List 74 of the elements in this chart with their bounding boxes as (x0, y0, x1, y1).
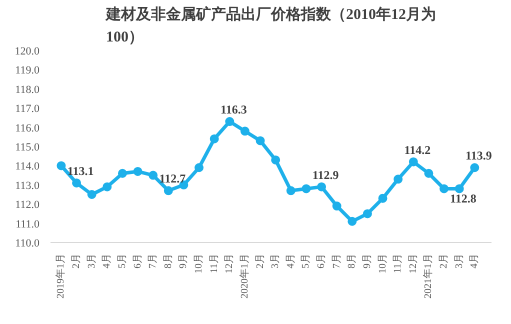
x-tick-label: 8月 (346, 254, 358, 268)
data-label: 112.7 (159, 172, 186, 186)
y-tick-label: 111.0 (16, 218, 40, 230)
point (118, 168, 127, 178)
point (302, 184, 311, 194)
chart-title: 建材及非金属矿产品出厂价格指数（2010年12月为100） (105, 5, 436, 46)
x-tick-label: 3月 (270, 254, 282, 268)
point (394, 174, 403, 184)
x-tick-label: 5月 (116, 254, 128, 268)
point (240, 126, 250, 136)
point (362, 209, 372, 218)
y-tick-label: 112.0 (15, 199, 40, 212)
point (424, 168, 434, 178)
x-tick-label: 5月 (300, 254, 312, 268)
x-tick-label: 9月 (178, 254, 190, 268)
data-label: 112.8 (450, 192, 476, 206)
data-label: 113.9 (465, 148, 492, 163)
x-tick-label: 11月 (392, 253, 404, 274)
x-tick-label: 2021年1月 (422, 254, 434, 298)
x-tick-label: 7月 (331, 254, 342, 268)
data-label: 112.9 (312, 168, 339, 182)
point (408, 157, 418, 166)
y-tick-label: 120.0 (14, 46, 40, 58)
point (378, 194, 388, 203)
point (102, 182, 112, 192)
point (56, 161, 66, 170)
point (454, 184, 464, 194)
data-label: 113.1 (67, 164, 94, 178)
point (72, 178, 82, 188)
x-tick-label: 2月 (438, 254, 450, 268)
x-tick-label: 10月 (377, 254, 388, 274)
point (164, 186, 173, 196)
x-tick-label: 7月 (148, 254, 159, 268)
x-tick-label: 8月 (162, 254, 174, 268)
y-tick-label: 118.0 (15, 84, 40, 96)
x-tick-label: 3月 (454, 254, 465, 268)
data-label: 114.2 (404, 142, 431, 157)
y-tick-label: 119.0 (15, 64, 40, 77)
x-tick-label: 2月 (71, 254, 82, 268)
x-tick-label: 11月 (208, 253, 220, 274)
point (317, 182, 326, 192)
point (225, 117, 234, 126)
y-tick-label: 116.0 (15, 122, 40, 134)
point (470, 163, 480, 172)
point (271, 155, 280, 164)
point (256, 136, 265, 146)
x-tick-label: 9月 (362, 254, 373, 268)
point (148, 170, 158, 180)
x-tick-label: 6月 (132, 254, 144, 268)
x-tick-label: 2019年1月 (54, 254, 67, 298)
y-tick-label: 110.0 (15, 238, 40, 250)
x-tick-label: 2020年1月 (238, 254, 250, 298)
x-tick-label: 4月 (285, 254, 296, 268)
y-tick-label: 117.0 (15, 103, 40, 116)
point (440, 184, 449, 194)
point (348, 216, 357, 226)
x-tick-label: 10月 (194, 254, 205, 274)
point (194, 163, 204, 172)
x-tick-label: 12月 (224, 254, 236, 274)
x-tick-label: 12月 (408, 254, 419, 274)
point (332, 202, 342, 211)
y-tick-label: 114.0 (15, 160, 40, 173)
point (286, 186, 296, 196)
y-tick-label: 115.0 (15, 142, 40, 154)
point (210, 134, 219, 144)
y-tick-label: 113.0 (15, 180, 40, 192)
point (133, 166, 142, 176)
x-tick-label: 6月 (316, 254, 328, 268)
x-tick-label: 2月 (254, 254, 266, 268)
x-tick-label: 4月 (102, 254, 113, 268)
x-tick-label: 4月 (469, 254, 480, 268)
x-tick-label: 3月 (86, 254, 98, 268)
point (87, 190, 96, 199)
data-label: 116.3 (220, 102, 247, 117)
